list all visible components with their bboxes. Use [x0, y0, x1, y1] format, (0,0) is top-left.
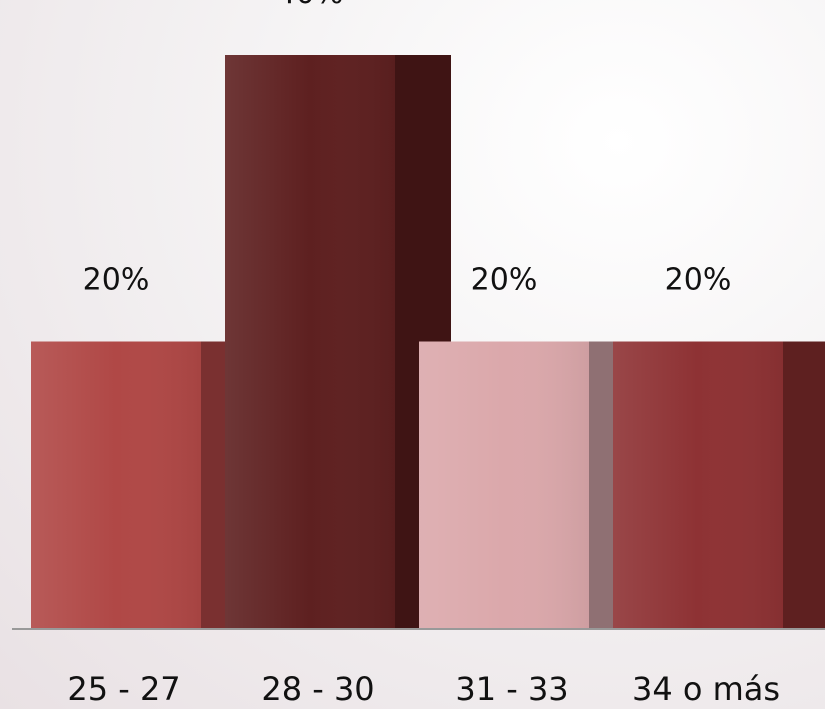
bar-shine — [31, 341, 201, 628]
bar — [31, 341, 257, 628]
bar-shine — [419, 341, 589, 628]
bar — [613, 341, 825, 628]
bars-group — [31, 55, 825, 628]
data-label: 20% — [471, 263, 538, 298]
bar-shine — [613, 341, 783, 628]
x-tick-label: 25 - 27 — [67, 670, 180, 708]
data-label: 20% — [83, 263, 150, 298]
x-tick-label: 31 - 33 — [455, 670, 568, 708]
data-label: 40% — [277, 0, 344, 11]
x-tick-label: 34 o más — [632, 670, 780, 708]
x-tick-label: 28 - 30 — [261, 670, 374, 708]
data-label: 20% — [665, 263, 732, 298]
category-labels-group: 25 - 27 28 - 30 31 - 33 34 o más — [67, 670, 780, 708]
bar-shine — [225, 55, 395, 628]
bar-side — [783, 341, 825, 628]
value-labels-group: 20% 40% 20% 20% — [83, 0, 732, 298]
bar — [225, 55, 451, 628]
bar — [419, 341, 645, 628]
